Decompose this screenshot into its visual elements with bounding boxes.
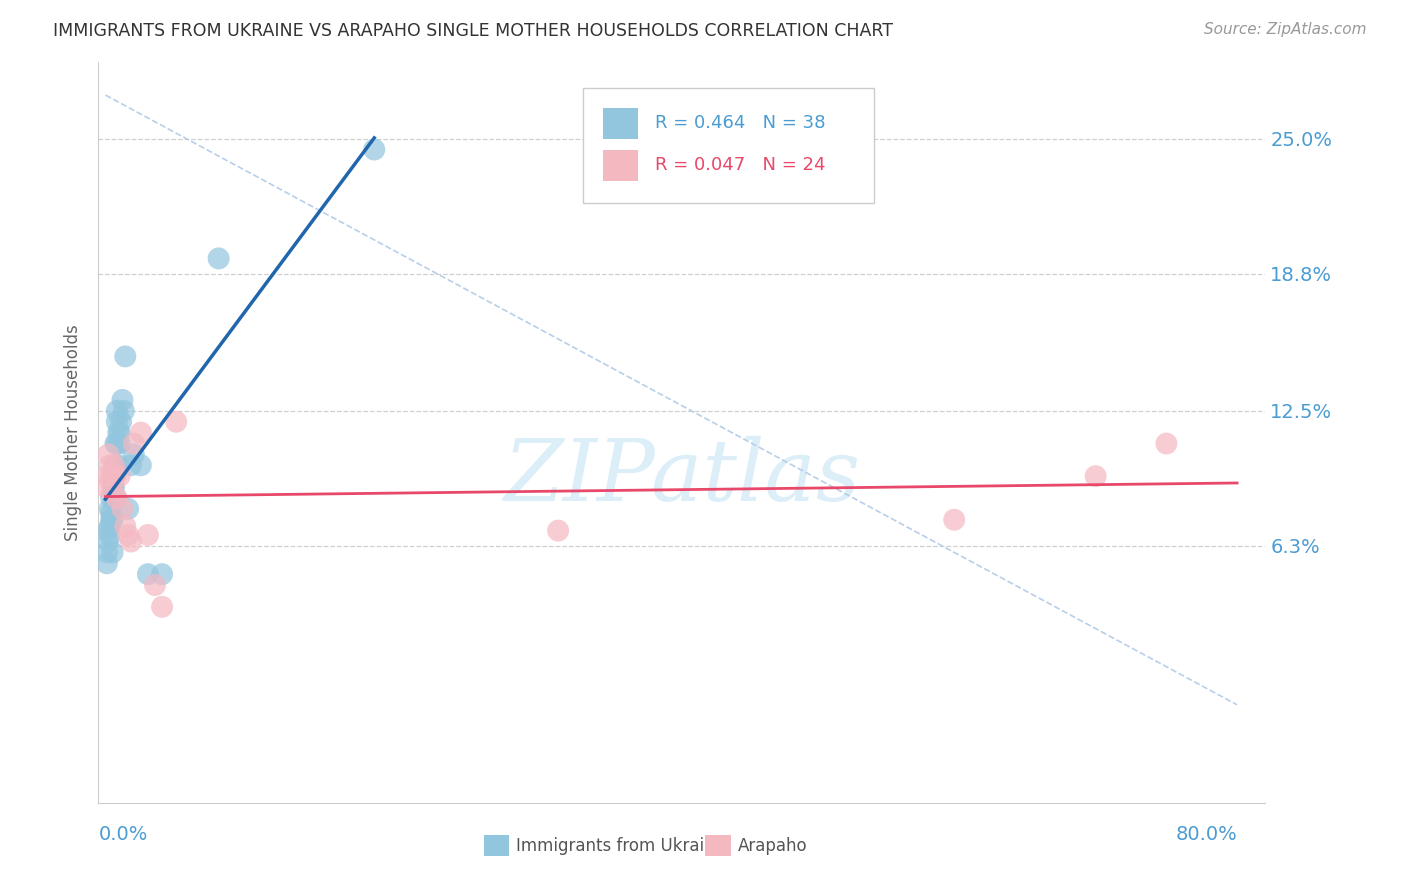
Point (103, 469, 125, 483)
Point (104, 469, 127, 483)
Point (150, 567, 173, 582)
FancyBboxPatch shape (603, 108, 637, 138)
Point (112, 404, 135, 418)
Point (100, 491, 122, 505)
Point (98, 458, 121, 473)
Text: ZIPatlas: ZIPatlas (503, 435, 860, 518)
Point (120, 458, 142, 473)
Point (104, 436, 127, 450)
Point (129, 425, 152, 440)
Point (105, 491, 128, 505)
Point (103, 491, 125, 505)
Point (105, 436, 128, 450)
Text: R = 0.047   N = 24: R = 0.047 N = 24 (655, 156, 825, 174)
Point (363, 143, 385, 157)
Point (101, 480, 124, 494)
Point (108, 469, 131, 483)
Point (97, 524, 120, 538)
Point (100, 513, 122, 527)
Point (97, 534, 120, 549)
Point (165, 415, 187, 429)
Text: Immigrants from Ukraine: Immigrants from Ukraine (516, 837, 725, 855)
Point (122, 436, 145, 450)
FancyBboxPatch shape (582, 88, 875, 203)
Point (101, 513, 124, 527)
Point (107, 458, 129, 473)
Point (101, 484, 124, 499)
Point (111, 501, 134, 516)
Point (129, 458, 152, 473)
Point (117, 528, 139, 542)
Point (136, 567, 159, 582)
Point (105, 404, 128, 418)
Text: Arapaho: Arapaho (738, 837, 807, 855)
Point (108, 436, 131, 450)
Point (1084, 469, 1107, 483)
Point (110, 415, 132, 429)
Point (103, 458, 125, 473)
Point (101, 545, 124, 559)
Point (136, 528, 159, 542)
Point (111, 392, 134, 407)
Point (122, 447, 145, 461)
Point (96, 556, 118, 570)
Point (104, 491, 127, 505)
Text: IMMIGRANTS FROM UKRAINE VS ARAPAHO SINGLE MOTHER HOUSEHOLDS CORRELATION CHART: IMMIGRANTS FROM UKRAINE VS ARAPAHO SINGL… (53, 22, 893, 40)
Point (208, 252, 231, 266)
Point (104, 458, 127, 473)
Point (100, 469, 122, 483)
Point (94, 480, 117, 494)
Point (547, 524, 569, 538)
Point (143, 578, 166, 592)
Text: 80.0%: 80.0% (1175, 824, 1237, 844)
Point (108, 425, 131, 440)
FancyBboxPatch shape (603, 150, 637, 181)
Point (97, 447, 120, 461)
Point (98, 501, 121, 516)
Text: 0.0%: 0.0% (98, 824, 148, 844)
FancyBboxPatch shape (484, 836, 509, 856)
Point (114, 350, 136, 364)
FancyBboxPatch shape (706, 836, 731, 856)
Point (1156, 436, 1178, 450)
Point (100, 506, 122, 520)
Point (105, 415, 128, 429)
Point (96, 469, 118, 483)
Point (98, 519, 121, 533)
Text: Source: ZipAtlas.com: Source: ZipAtlas.com (1204, 22, 1367, 37)
Point (107, 425, 129, 440)
Point (120, 534, 142, 549)
Point (103, 480, 125, 494)
Point (98, 528, 121, 542)
Point (96, 545, 118, 559)
Point (114, 519, 136, 533)
Y-axis label: Single Mother Households: Single Mother Households (65, 325, 83, 541)
Point (150, 599, 173, 614)
Point (117, 501, 139, 516)
Text: R = 0.464   N = 38: R = 0.464 N = 38 (655, 114, 825, 132)
Point (943, 513, 966, 527)
